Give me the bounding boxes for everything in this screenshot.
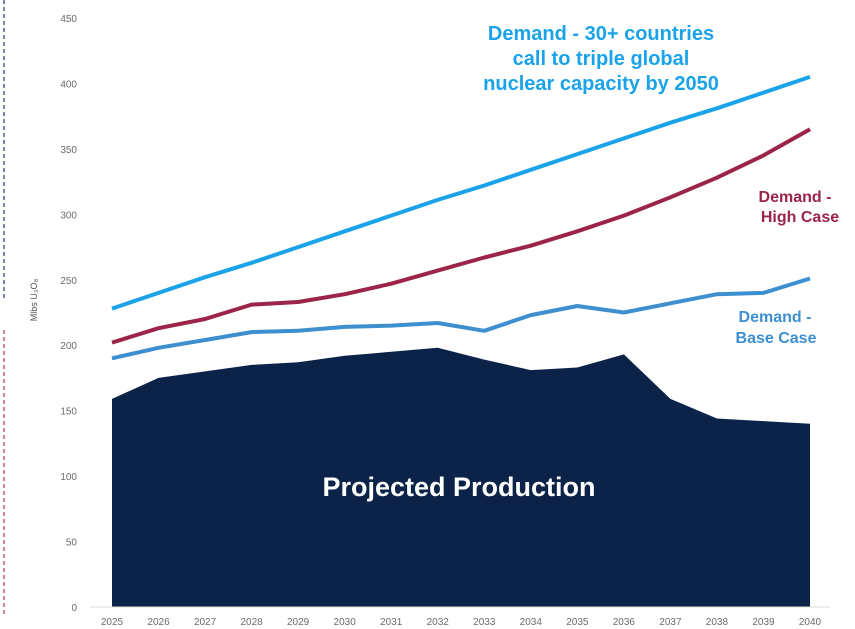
y-tick-label: 450 (60, 14, 77, 25)
x-tick-label: 2037 (659, 617, 682, 628)
x-tick-label: 2038 (706, 617, 729, 628)
x-tick-label: 2030 (334, 617, 357, 628)
y-tick-label: 150 (60, 407, 77, 418)
projected-production-label: Projected Production (322, 472, 595, 502)
y-axis-label: Mlbs U₃O₈ (29, 279, 39, 322)
demand-triple-capacity-line (111, 75, 811, 311)
x-tick-label: 2027 (194, 617, 217, 628)
demand-high-case-line (111, 127, 811, 345)
y-axis-ticks: 0 50 100 150 200 250 300 350 400 450 (60, 14, 77, 614)
demand-base-case-line (111, 276, 811, 361)
y-tick-label: 100 (60, 472, 77, 483)
x-tick-label: 2031 (380, 617, 403, 628)
y-tick-label: 200 (60, 341, 77, 352)
x-tick-label: 2039 (752, 617, 775, 628)
x-tick-label: 2034 (520, 617, 543, 628)
x-tick-label: 2032 (427, 617, 450, 628)
x-tick-label: 2035 (566, 617, 589, 628)
y-tick-label: 350 (60, 145, 77, 156)
x-tick-label: 2029 (287, 617, 310, 628)
x-tick-label: 2026 (147, 617, 170, 628)
y-tick-label: 300 (60, 210, 77, 221)
x-tick-label: 2040 (799, 617, 822, 628)
annotation-base-case: Demand - Base Case (736, 309, 817, 347)
x-tick-label: 2036 (613, 617, 636, 628)
annotation-triple-line-1: Demand - 30+ countries (488, 23, 714, 45)
annotation-triple-line-3: nuclear capacity by 2050 (483, 73, 719, 95)
annotation-high-case-line-1: Demand - (759, 189, 832, 206)
annotation-triple-line-2: call to triple global (513, 48, 690, 70)
y-tick-label: 400 (60, 79, 77, 90)
x-tick-label: 2033 (473, 617, 496, 628)
y-tick-label: 0 (71, 603, 77, 614)
projected-production-area (112, 347, 810, 607)
y-tick-label: 50 (66, 538, 78, 549)
y-tick-label: 250 (60, 276, 77, 287)
annotation-triple: Demand - 30+ countries call to triple gl… (483, 23, 719, 95)
annotation-base-case-line-1: Demand - (739, 309, 812, 326)
annotation-high-case: Demand - High Case (759, 189, 840, 226)
annotation-base-case-line-2: Base Case (736, 330, 817, 347)
x-tick-label: 2028 (240, 617, 263, 628)
x-tick-label: 2025 (101, 617, 124, 628)
annotation-high-case-line-2: High Case (761, 209, 839, 226)
x-axis-ticks: 2025 2026 2027 2028 2029 2030 2031 2032 2033 2034… (101, 617, 822, 628)
